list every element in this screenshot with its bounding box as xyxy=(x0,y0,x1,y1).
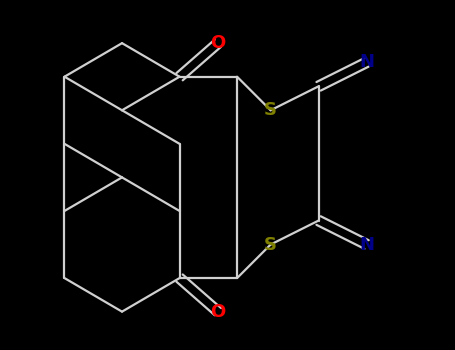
Text: O: O xyxy=(210,34,226,52)
Text: S: S xyxy=(264,101,277,119)
Text: N: N xyxy=(359,53,374,71)
Text: S: S xyxy=(264,236,277,253)
Text: N: N xyxy=(359,236,374,253)
Text: O: O xyxy=(210,303,226,321)
